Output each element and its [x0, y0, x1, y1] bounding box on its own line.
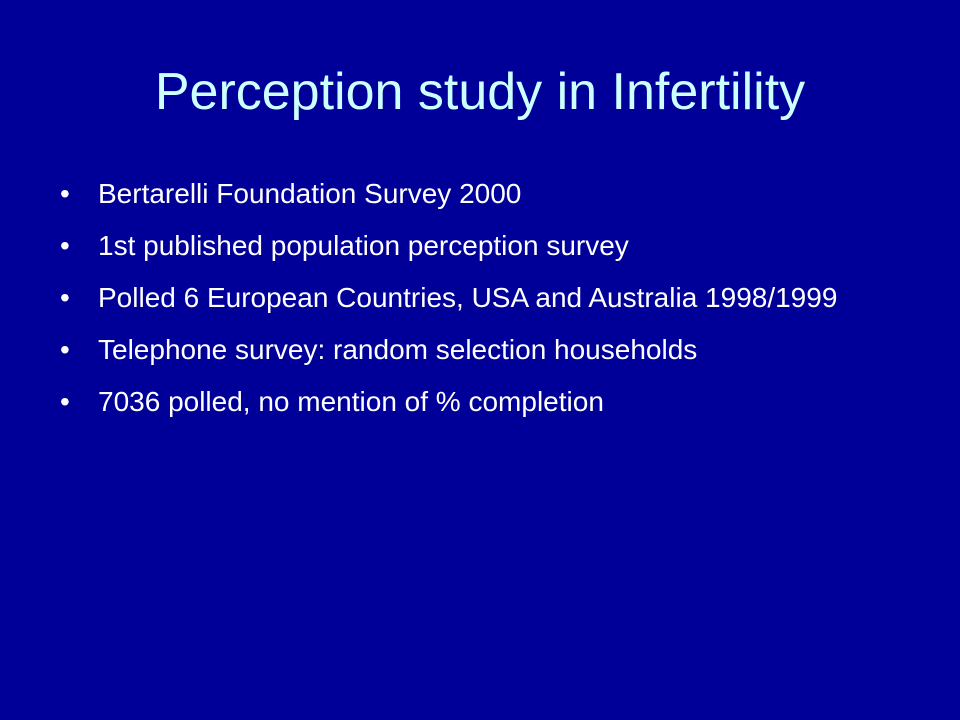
- bullet-icon: •: [60, 230, 70, 261]
- bullet-icon: •: [60, 282, 70, 313]
- bullet-text: Bertarelli Foundation Survey 2000: [98, 178, 522, 209]
- bullet-list: • Bertarelli Foundation Survey 2000 • 1s…: [60, 176, 920, 436]
- bullet-icon: •: [60, 386, 70, 417]
- bullet-item: • Polled 6 European Countries, USA and A…: [60, 280, 920, 315]
- bullet-item: • 1st published population perception su…: [60, 228, 920, 263]
- bullet-icon: •: [60, 178, 70, 209]
- bullet-text: Polled 6 European Countries, USA and Aus…: [98, 282, 838, 313]
- slide-title: Perception study in Infertility: [154, 63, 806, 121]
- bullet-item: • 7036 polled, no mention of % completio…: [60, 384, 920, 419]
- bullet-item: • Bertarelli Foundation Survey 2000: [60, 176, 920, 211]
- bullet-text: Telephone survey: random selection house…: [98, 334, 698, 365]
- bullet-text: 7036 polled, no mention of % completion: [98, 386, 604, 417]
- bullet-text: 1st published population perception surv…: [98, 230, 629, 261]
- bullet-item: • Telephone survey: random selection hou…: [60, 332, 920, 367]
- bullet-icon: •: [60, 334, 70, 365]
